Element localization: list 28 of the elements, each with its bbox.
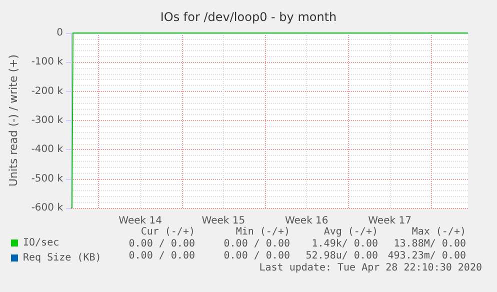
text: 0.00 / 0.00 bbox=[224, 238, 290, 250]
y-tick-label: -500 k bbox=[31, 173, 64, 184]
y-tick-label: -200 k bbox=[31, 86, 64, 97]
y-axis-title: Units read (-) / write (+) bbox=[7, 54, 20, 187]
text: Last update: Tue Apr 28 22:10:30 2020 bbox=[259, 262, 482, 274]
text: 0.00 / 0.00 bbox=[128, 238, 195, 250]
legend-label: Req Size (KB) bbox=[23, 252, 102, 264]
text: Min (-/+) bbox=[236, 226, 290, 238]
y-tick-label: 0 bbox=[56, 28, 63, 38]
legend-label: IO/sec bbox=[23, 238, 60, 248]
x-tick-label: Week 17 bbox=[368, 216, 412, 226]
y-tick-label: -600 k bbox=[31, 202, 64, 214]
text: 1.49k/ 0.00 bbox=[312, 238, 378, 250]
chart-title: IOs for /dev/loop0 - by month bbox=[160, 10, 337, 24]
text: Max (-/+) bbox=[412, 226, 466, 238]
text: 52.98u/ 0.00 bbox=[306, 250, 378, 262]
x-tick-label: Week 16 bbox=[284, 216, 328, 226]
y-tick-label: -300 k bbox=[31, 115, 64, 126]
x-tick-label: Week 14 bbox=[118, 216, 162, 226]
text: 0.00 / 0.00 bbox=[224, 250, 290, 262]
text: 493.23m/ 0.00 bbox=[388, 250, 466, 262]
y-tick-label: -100 k bbox=[31, 56, 64, 68]
x-tick-label: Week 15 bbox=[202, 216, 246, 226]
text: 13.88M/ 0.00 bbox=[394, 238, 466, 250]
text: Cur (-/+) bbox=[140, 226, 195, 238]
y-tick-label: -400 k bbox=[31, 144, 64, 156]
text: Avg (-/+) bbox=[324, 226, 378, 238]
text: 0.00 / 0.00 bbox=[128, 250, 195, 262]
